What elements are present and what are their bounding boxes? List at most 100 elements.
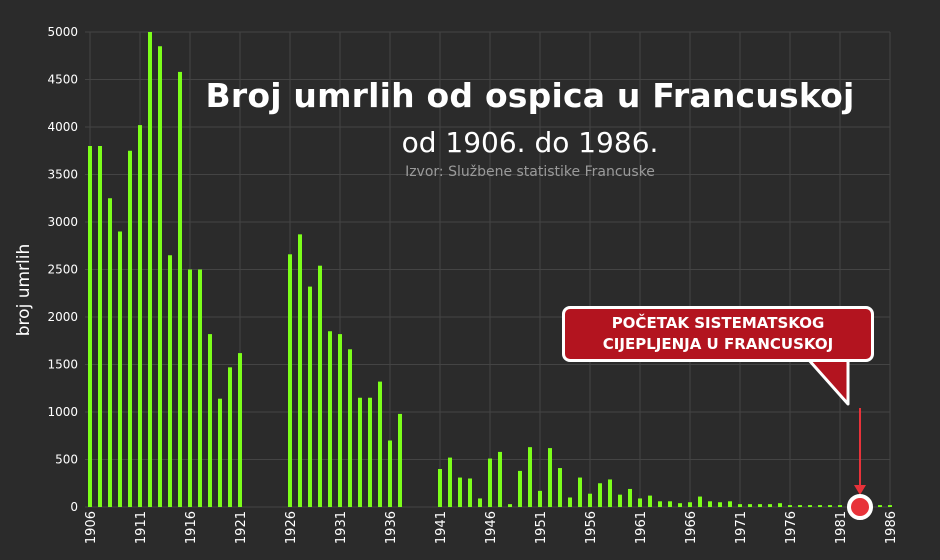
bar [768, 504, 772, 507]
bar [568, 497, 572, 507]
bar [388, 440, 392, 507]
x-tick-label: 1981 [834, 511, 849, 544]
bar [358, 397, 362, 507]
x-tick-label: 1946 [484, 511, 499, 544]
bar [318, 265, 322, 507]
bar [678, 503, 682, 507]
bar [748, 504, 752, 507]
bar [498, 451, 502, 507]
callout-line-1: POČETAK SISTEMATSKOG [611, 314, 825, 332]
bar [608, 479, 612, 507]
x-tick-label: 1971 [734, 511, 749, 544]
bar [338, 334, 342, 507]
callout-pointer [806, 357, 850, 406]
bar [638, 498, 642, 507]
bar [118, 231, 122, 507]
bar [528, 447, 532, 507]
bar [508, 504, 512, 507]
bar [398, 413, 402, 507]
bar [458, 477, 462, 507]
y-tick-label: 4000 [47, 120, 78, 134]
bar [128, 150, 132, 507]
bar [488, 458, 492, 507]
bar [378, 381, 382, 507]
bar [658, 501, 662, 507]
bar [788, 505, 792, 507]
x-tick-label: 1941 [434, 511, 449, 544]
bar [778, 503, 782, 507]
y-tick-label: 500 [55, 453, 78, 467]
y-tick-label: 1000 [47, 405, 78, 419]
x-tick-label: 1936 [384, 511, 399, 544]
x-tick-label: 1966 [684, 511, 699, 544]
y-tick-label: 2500 [47, 263, 78, 277]
bar [438, 469, 442, 507]
bar [758, 504, 762, 507]
chart-subtitle: od 1906. do 1986. [401, 126, 659, 159]
bar [588, 493, 592, 507]
bar [448, 457, 452, 507]
bar [308, 286, 312, 507]
bar [738, 504, 742, 507]
bar [548, 448, 552, 507]
bar [618, 494, 622, 507]
bar [98, 146, 102, 507]
x-tick-label: 1956 [584, 511, 599, 544]
bar [468, 478, 472, 507]
callout-line-2: CIJEPLJENJA U FRANCUSKOJ [602, 335, 834, 353]
x-tick-label: 1906 [84, 511, 99, 544]
bar [728, 501, 732, 507]
bar [668, 501, 672, 507]
x-tick-label: 1951 [534, 511, 549, 544]
bar [798, 505, 802, 507]
bar [558, 468, 562, 507]
bar [328, 331, 332, 507]
bar [718, 502, 722, 507]
bar [708, 501, 712, 507]
y-axis-label-container: broj umrlih [4, 230, 44, 350]
bar [158, 46, 162, 507]
y-tick-label: 4500 [47, 73, 78, 87]
y-axis-label: broj umrlih [14, 243, 34, 337]
bar [888, 505, 892, 507]
bar [878, 505, 882, 507]
y-tick-label: 5000 [47, 25, 78, 39]
bar [108, 198, 112, 507]
bar [698, 496, 702, 507]
chart-source: Izvor: Službene statistike Francuske [405, 164, 655, 180]
bar [688, 502, 692, 507]
bar [228, 367, 232, 507]
x-tick-label: 1931 [334, 511, 349, 544]
bar [628, 488, 632, 507]
bar [538, 490, 542, 507]
bar [218, 398, 222, 507]
bar [518, 470, 522, 507]
bar [808, 505, 812, 507]
vaccination-callout: POČETAK SISTEMATSKOG CIJEPLJENJA U FRANC… [562, 306, 874, 362]
y-tick-label: 3500 [47, 168, 78, 182]
bar [578, 477, 582, 507]
x-tick-label: 1926 [284, 511, 299, 544]
x-tick-label: 1986 [884, 511, 899, 544]
bar [138, 125, 142, 507]
bar [598, 483, 602, 507]
y-tick-label: 1500 [47, 358, 78, 372]
bar [368, 397, 372, 507]
x-tick-label: 1911 [134, 511, 149, 544]
annotation-marker [847, 494, 873, 520]
y-tick-label: 2000 [47, 310, 78, 324]
x-tick-label: 1976 [784, 511, 799, 544]
bar [818, 505, 822, 507]
bar [168, 255, 172, 507]
bar [198, 269, 202, 507]
bar [648, 495, 652, 507]
bar [298, 234, 302, 507]
chart-title: Broj umrlih od ospica u Francuskoj [205, 76, 855, 115]
x-tick-label: 1921 [234, 511, 249, 544]
bar [828, 505, 832, 507]
bar [288, 254, 292, 507]
y-tick-label: 0 [70, 500, 78, 514]
bar [238, 353, 242, 507]
bar [148, 32, 152, 507]
